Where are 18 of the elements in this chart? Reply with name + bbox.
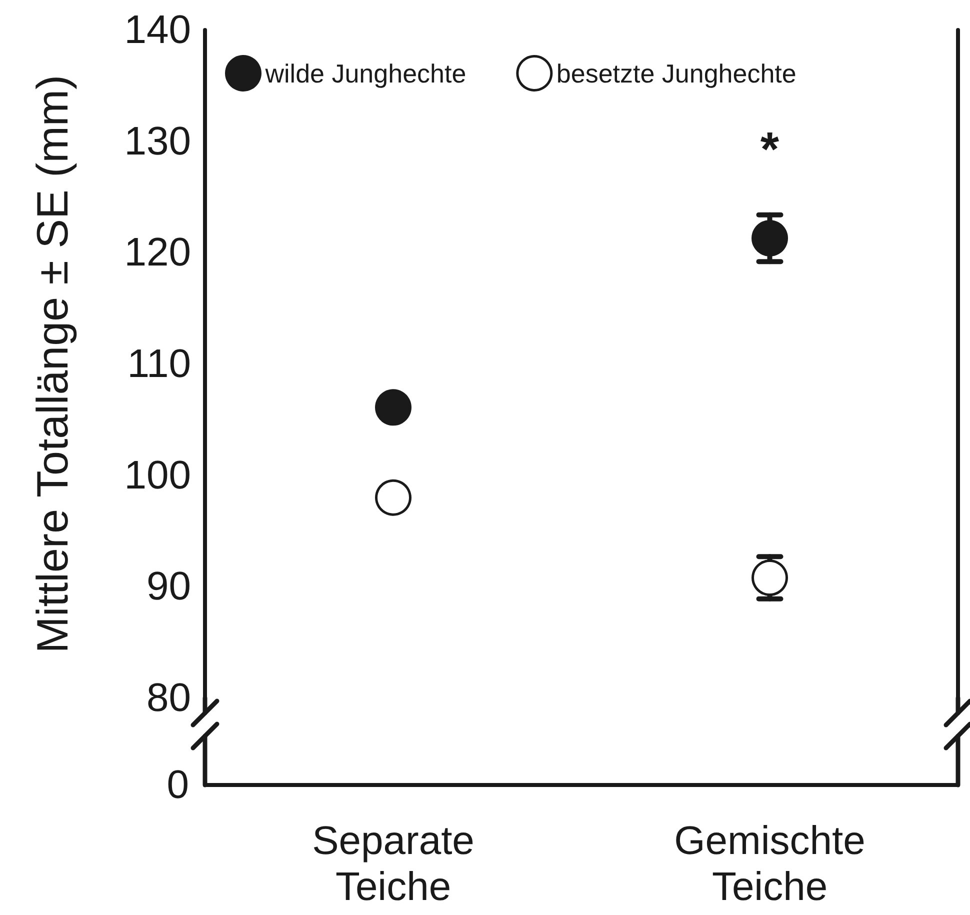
y-tick-label: 100	[124, 453, 191, 498]
y-tick-label: 130	[124, 119, 191, 164]
annotation: *	[760, 124, 780, 176]
x-tick-label: Separate Teiche	[311, 818, 476, 910]
legend-label: besetzte Junghechte	[556, 58, 796, 88]
y-axis-title: Mittlere Totallänge ± SE (mm)	[28, 74, 78, 654]
legend-label: wilde Junghechte	[264, 58, 466, 88]
y-tick-label: 80	[146, 676, 191, 720]
y-tick-label: 140	[124, 8, 191, 52]
x-tick-label: Gemischte Teiche	[673, 818, 866, 910]
y-tick-label: 90	[146, 564, 191, 609]
y-tick-label: 120	[124, 230, 191, 275]
y-tick-label: 110	[127, 342, 191, 386]
point	[375, 479, 412, 516]
point	[375, 389, 412, 426]
point	[752, 220, 788, 256]
point	[752, 560, 788, 596]
text: 0	[166, 763, 189, 807]
